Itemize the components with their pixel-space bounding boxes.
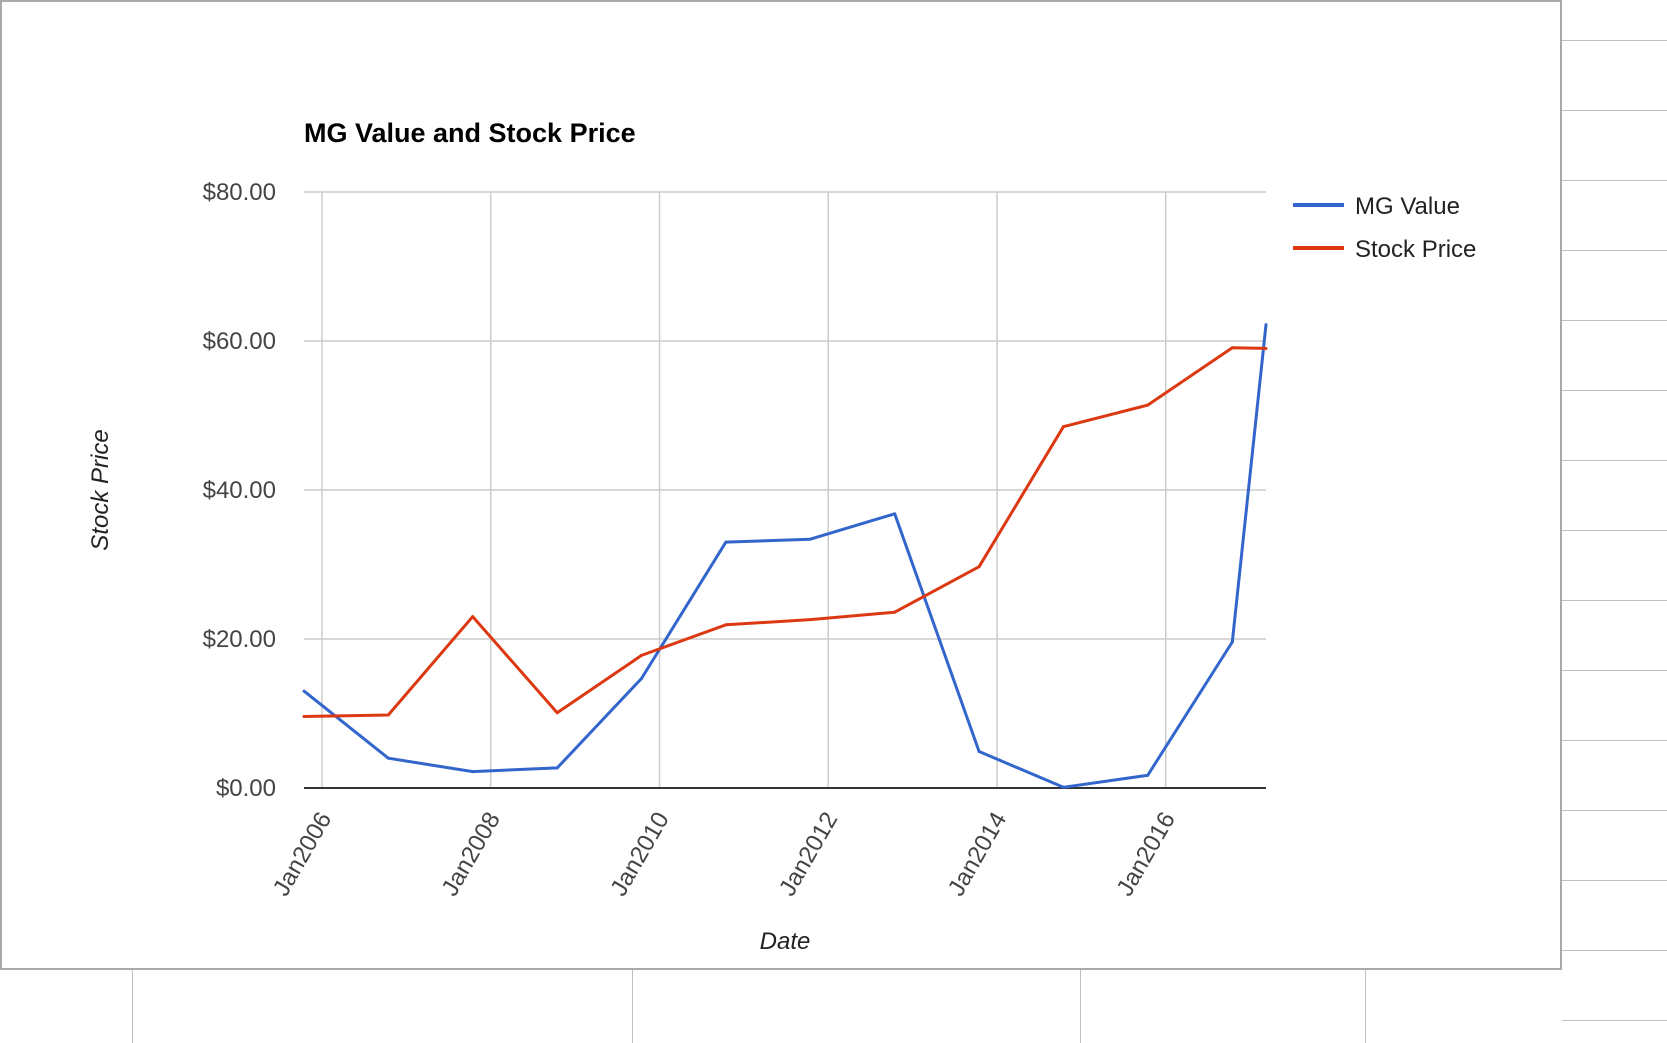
sheet-gridline [1562,250,1667,251]
data-point-stock-price[interactable] [555,711,559,715]
y-tick-label: $60.00 [203,328,276,355]
data-point-stock-price[interactable] [1230,346,1234,350]
y-tick-label: $20.00 [203,626,276,653]
data-point-stock-price[interactable] [640,653,644,657]
data-point-stock-price[interactable] [386,713,390,717]
series-lines [302,323,1268,789]
sheet-gridline [1365,970,1366,1043]
sheet-gridline [1562,110,1667,111]
data-point-mg-value[interactable] [302,689,306,693]
x-axis-ticks: Jan2006 Jan2008 Jan2010 Jan2012 Jan2014 Jan20… [268,807,1181,900]
sheet-gridline [1562,320,1667,321]
series-line-stock-price[interactable] [303,346,1267,718]
data-point-stock-price[interactable] [471,615,475,619]
sheet-gridline [1562,600,1667,601]
grid-lines [304,191,1266,788]
y-axis-title: Stock Price [87,429,114,550]
data-point-stock-price[interactable] [808,618,812,622]
x-tick-label: Jan2008 [436,808,505,901]
data-point-mg-value[interactable] [724,540,728,544]
data-point-stock-price[interactable] [1061,425,1065,429]
x-tick-label: Jan2014 [943,807,1012,900]
y-tick-label: $0.00 [216,775,276,802]
sheet-gridline [1562,950,1667,951]
sheet-gridline [132,970,133,1043]
data-point-stock-price[interactable] [977,565,981,569]
sheet-gridline [1562,180,1667,181]
chart-title: MG Value and Stock Price [304,118,636,148]
data-point-mg-value[interactable] [555,766,559,770]
legend[interactable]: MG Value Stock Price [1293,193,1476,263]
sheet-gridline [632,970,633,1043]
sheet-gridline [1562,670,1667,671]
sheet-gridline [1562,1020,1667,1021]
series-line-mg-value[interactable] [303,324,1268,789]
data-point-mg-value[interactable] [1061,785,1065,789]
data-point-mg-value[interactable] [808,537,812,541]
data-point-mg-value[interactable] [1264,323,1268,327]
data-point-stock-price[interactable] [1264,346,1268,350]
x-tick-label: Jan2016 [1112,808,1181,901]
y-tick-label: $40.00 [203,477,276,504]
sheet-gridline [1080,970,1081,1043]
sheet-gridline [1562,40,1667,41]
data-point-stock-price[interactable] [302,714,306,718]
y-tick-label: $80.00 [203,179,276,206]
y-axis-ticks: $0.00 $20.00 $40.00 $60.00 $80.00 [203,179,276,802]
line-chart[interactable]: MG Value and Stock Price $0.00 $20.00 $40.… [2,2,1564,972]
data-point-mg-value[interactable] [977,749,981,753]
x-axis-title: Date [760,928,811,955]
sheet-gridline [1562,810,1667,811]
data-point-mg-value[interactable] [386,756,390,760]
data-point-stock-price[interactable] [1146,403,1150,407]
legend-label-stock-price: Stock Price [1355,236,1476,263]
chart-frame[interactable]: MG Value and Stock Price $0.00 $20.00 $40.… [0,0,1562,970]
sheet-gridline [1562,880,1667,881]
sheet-gridline [1562,390,1667,391]
legend-label-mg-value: MG Value [1355,193,1460,220]
data-point-mg-value[interactable] [1230,640,1234,644]
sheet-gridline [1562,740,1667,741]
data-point-stock-price[interactable] [724,623,728,627]
data-point-mg-value[interactable] [640,676,644,680]
x-tick-label: Jan2010 [605,808,674,901]
x-tick-label: Jan2012 [774,808,843,901]
data-point-mg-value[interactable] [471,770,475,774]
data-point-mg-value[interactable] [893,512,897,516]
data-point-stock-price[interactable] [893,610,897,614]
data-point-mg-value[interactable] [1146,773,1150,777]
sheet-gridline [1562,460,1667,461]
sheet-gridline [1562,530,1667,531]
x-tick-label: Jan2006 [268,808,337,901]
